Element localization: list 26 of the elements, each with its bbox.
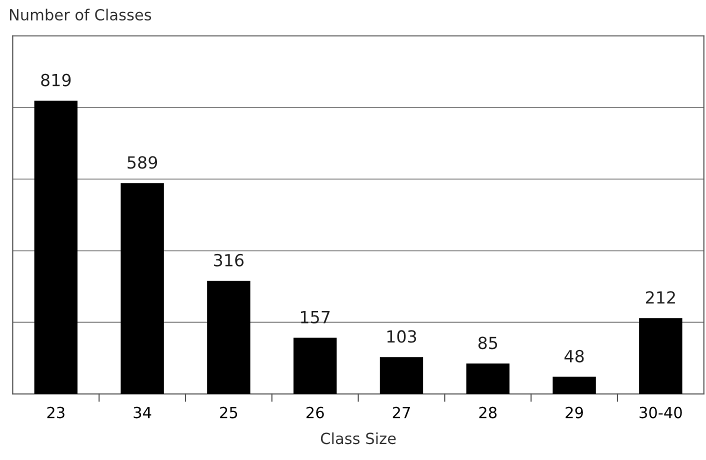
bar: [552, 376, 596, 394]
x-tick-label: 30-40: [640, 406, 682, 418]
x-axis-title: Class Size: [320, 432, 396, 444]
x-tick-label: 27: [392, 406, 410, 418]
data-label: 48: [564, 350, 584, 362]
bar: [34, 100, 78, 394]
data-label: 103: [387, 330, 416, 343]
bar: [207, 280, 250, 394]
y-axis-title: Number of Classes: [10, 8, 152, 21]
x-tick-label: 28: [479, 406, 497, 418]
data-label: 212: [646, 291, 675, 304]
bar: [639, 318, 682, 394]
data-label: 819: [41, 74, 71, 86]
x-tick-label: 26: [306, 406, 324, 418]
x-tick-label: 34: [134, 406, 152, 418]
data-label: 589: [128, 156, 158, 169]
bar: [293, 338, 337, 394]
bar: [466, 364, 510, 394]
bar: [120, 183, 164, 394]
x-tick-label: 29: [566, 406, 583, 418]
bar: [380, 357, 424, 394]
x-tick-label: 25: [220, 406, 238, 418]
x-tick-label: 23: [47, 406, 64, 418]
data-label: 85: [478, 336, 498, 350]
data-label: 157: [301, 311, 330, 324]
data-label: 316: [214, 254, 244, 266]
